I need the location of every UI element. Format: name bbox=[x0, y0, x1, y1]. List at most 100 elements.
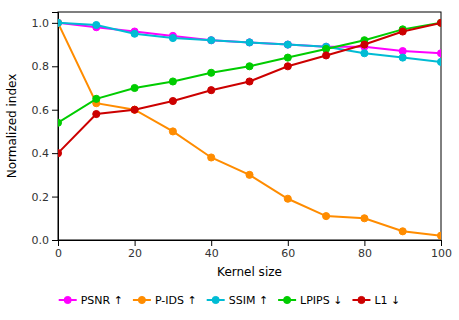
legend-marker bbox=[64, 296, 71, 303]
point-marker bbox=[93, 21, 100, 28]
legend-item: LPIPS ↓ bbox=[278, 294, 342, 307]
tick-mark bbox=[52, 66, 58, 67]
point-marker bbox=[246, 39, 253, 46]
point-marker bbox=[208, 154, 215, 161]
point-marker bbox=[58, 119, 62, 126]
point-marker bbox=[284, 63, 291, 70]
tick-label: 1.0 bbox=[32, 17, 50, 30]
point-marker bbox=[208, 87, 215, 94]
series-line bbox=[58, 23, 441, 153]
point-marker bbox=[131, 106, 138, 113]
tick-mark bbox=[52, 153, 58, 154]
point-marker bbox=[399, 28, 406, 35]
legend-label: SSIM ↑ bbox=[229, 294, 268, 307]
tick: 0.0 bbox=[32, 234, 59, 247]
point-marker bbox=[437, 50, 441, 57]
tick-mark bbox=[135, 240, 136, 246]
point-marker bbox=[169, 97, 176, 104]
point-marker bbox=[437, 19, 441, 26]
series-line bbox=[58, 23, 441, 236]
point-marker bbox=[58, 19, 62, 26]
tick-label: 100 bbox=[431, 247, 452, 260]
tick: 0 bbox=[55, 240, 62, 260]
tick-label: 0.2 bbox=[32, 191, 50, 204]
point-marker bbox=[246, 63, 253, 70]
point-marker bbox=[131, 106, 138, 113]
tick: 0.6 bbox=[32, 104, 59, 117]
tick-mark bbox=[364, 240, 365, 246]
tick-label: 80 bbox=[358, 247, 372, 260]
point-marker bbox=[437, 19, 441, 26]
point-marker bbox=[323, 213, 330, 220]
legend-item: P-IDS ↑ bbox=[133, 294, 197, 307]
point-marker bbox=[58, 19, 62, 26]
tick-label: 0.6 bbox=[32, 104, 50, 117]
tick: 20 bbox=[128, 240, 142, 260]
point-marker bbox=[58, 19, 62, 26]
tick-label: 0.8 bbox=[32, 60, 50, 73]
tick-mark bbox=[441, 240, 442, 246]
point-marker bbox=[399, 228, 406, 235]
point-marker bbox=[169, 78, 176, 85]
plot: 0204060801000.00.20.40.60.81.0Kernel siz… bbox=[5, 12, 452, 279]
point-marker bbox=[323, 52, 330, 59]
legend-label: LPIPS ↓ bbox=[300, 294, 342, 307]
tick-mark bbox=[52, 23, 58, 24]
tick-mark bbox=[52, 240, 58, 241]
legend-marker bbox=[212, 296, 219, 303]
point-marker bbox=[284, 54, 291, 61]
tick-mark bbox=[52, 197, 58, 198]
legend-item: PSNR ↑ bbox=[59, 294, 123, 307]
tick: 0.8 bbox=[32, 60, 59, 73]
legend-label: PSNR ↑ bbox=[81, 294, 123, 307]
point-marker bbox=[284, 41, 291, 48]
legend-label: L1 ↓ bbox=[374, 294, 400, 307]
point-marker bbox=[93, 110, 100, 117]
tick-mark bbox=[52, 110, 58, 111]
tick: 60 bbox=[281, 240, 295, 260]
tick-label: 0.0 bbox=[32, 234, 50, 247]
tick: 40 bbox=[205, 240, 219, 260]
legend-item: L1 ↓ bbox=[352, 294, 400, 307]
legend-marker bbox=[284, 296, 291, 303]
tick: 0.4 bbox=[32, 147, 59, 160]
tick-label: 20 bbox=[128, 247, 142, 260]
point-marker bbox=[361, 215, 368, 222]
point-marker bbox=[361, 50, 368, 57]
point-marker bbox=[284, 41, 291, 48]
tick-label: 0.4 bbox=[32, 147, 50, 160]
tick: 1.0 bbox=[32, 17, 59, 30]
tick: 80 bbox=[358, 240, 372, 260]
data-layer bbox=[58, 19, 441, 239]
tick-label: 40 bbox=[205, 247, 219, 260]
point-marker bbox=[208, 37, 215, 44]
point-marker bbox=[437, 232, 441, 239]
point-marker bbox=[169, 34, 176, 41]
point-marker bbox=[361, 41, 368, 48]
tick-mark bbox=[288, 240, 289, 246]
tick: 0.2 bbox=[32, 191, 59, 204]
point-marker bbox=[208, 37, 215, 44]
point-marker bbox=[93, 95, 100, 102]
tick-mark bbox=[211, 240, 212, 246]
point-marker bbox=[399, 54, 406, 61]
point-marker bbox=[437, 58, 441, 65]
point-marker bbox=[208, 69, 215, 76]
point-marker bbox=[131, 30, 138, 37]
legend: PSNR ↑ P-IDS ↑ SSIM ↑ LPIPS ↓ L1 ↓ bbox=[59, 294, 401, 307]
legend-label: P-IDS ↑ bbox=[155, 294, 197, 307]
legend-marker bbox=[138, 296, 145, 303]
series-line bbox=[58, 23, 441, 62]
point-marker bbox=[246, 39, 253, 46]
axis-line bbox=[59, 241, 442, 247]
x-axis: 0 20 40 60 80 100 bbox=[55, 240, 452, 260]
y-axis: 0.0 0.2 0.4 0.6 0.8 1.0 bbox=[32, 13, 59, 248]
y-axis-title: Normalized index bbox=[5, 74, 19, 179]
tick: 100 bbox=[431, 240, 452, 260]
tick-label: 60 bbox=[281, 247, 295, 260]
plot-frame bbox=[58, 12, 441, 240]
point-marker bbox=[246, 78, 253, 85]
point-marker bbox=[246, 171, 253, 178]
point-marker bbox=[284, 195, 291, 202]
point-marker bbox=[131, 84, 138, 91]
